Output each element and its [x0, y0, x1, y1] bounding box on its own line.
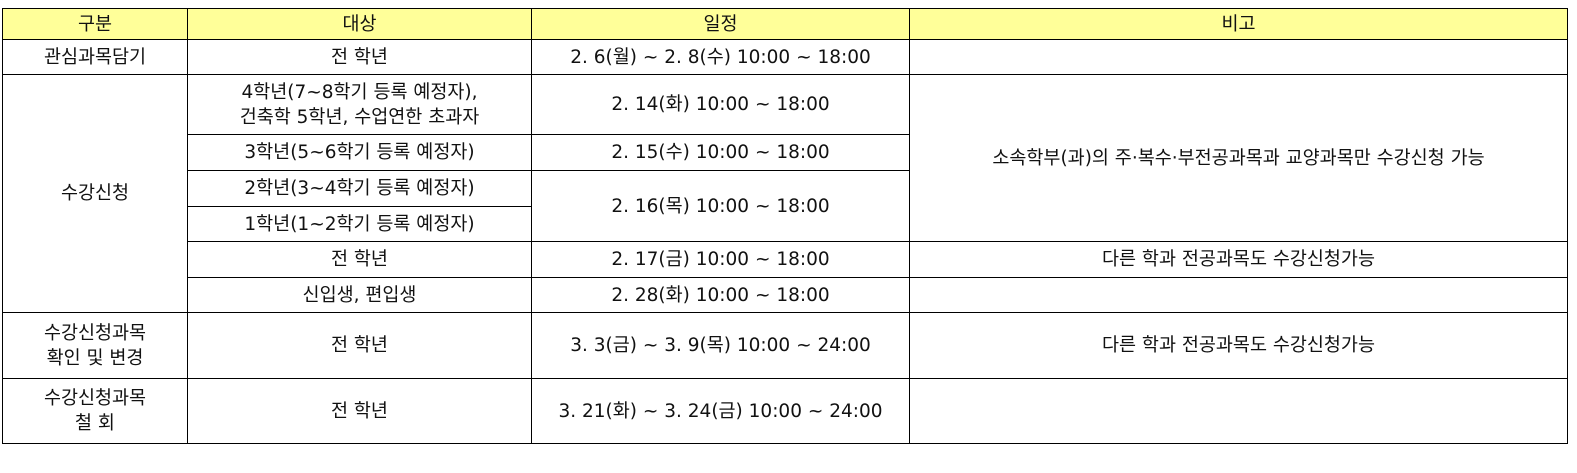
header-row: 구분 대상 일정 비고: [2, 8, 1568, 40]
note-cell: [909, 277, 1568, 313]
header-category: 구분: [2, 8, 188, 40]
table-row: 수강신청과목 철 회 전 학년 3. 21(화) ~ 3. 24(금) 10:0…: [2, 378, 1568, 444]
note-cell: 다른 학과 전공과목도 수강신청가능: [909, 312, 1568, 379]
header-target: 대상: [187, 8, 532, 40]
schedule-cell: 2. 16(목) 10:00 ~ 18:00: [531, 170, 910, 242]
target-cell: 전 학년: [187, 378, 532, 444]
target-cell: 2학년(3~4학기 등록 예정자): [187, 170, 532, 207]
target-line: 건축학 5학년, 수업연한 초과자: [239, 106, 480, 128]
schedule-cell: 2. 15(수) 10:00 ~ 18:00: [531, 134, 910, 171]
registration-schedule-table: 구분 대상 일정 비고 관심과목담기 전 학년 2. 6(월) ~ 2. 8(수…: [2, 8, 1568, 444]
category-line: 철 회: [75, 413, 115, 434]
table-row: 3학년(5~6학기 등록 예정자) 2. 15(수) 10:00 ~ 18:00: [3, 134, 1568, 171]
note-cell: 소속학부(과)의 주·복수·부전공과목과 교양과목만 수강신청 가능: [909, 74, 1568, 242]
note-cell: [909, 39, 1568, 75]
table-row: 관심과목담기 전 학년 2. 6(월) ~ 2. 8(수) 10:00 ~ 18…: [2, 39, 1568, 75]
category-cell: 수강신청과목 철 회: [2, 378, 188, 444]
category-line: 수강신청과목: [43, 388, 147, 409]
table-row: 수강신청 4학년(7~8학기 등록 예정자), 건축학 5학년, 수업연한 초과…: [2, 74, 1568, 313]
header-schedule: 일정: [531, 8, 910, 40]
table-row: 전 학년 2. 17(금) 10:00 ~ 18:00 다른 학과 전공과목도 …: [3, 241, 1568, 278]
note-cell: [909, 378, 1568, 444]
category-line: 수강신청과목: [43, 322, 147, 344]
target-cell: 전 학년: [187, 39, 532, 75]
category-cell: 관심과목담기: [2, 39, 188, 75]
category-line: 확인 및 변경: [46, 347, 144, 369]
category-cell: 수강신청과목 확인 및 변경: [2, 312, 188, 379]
target-line: 4학년(7~8학기 등록 예정자),: [241, 81, 478, 103]
note-cell: 다른 학과 전공과목도 수강신청가능: [909, 241, 1568, 278]
schedule-cell: 2. 28(화) 10:00 ~ 18:00: [531, 277, 910, 313]
schedule-cell: 3. 3(금) ~ 3. 9(목) 10:00 ~ 24:00: [531, 312, 910, 379]
table-row: 신입생, 편입생 2. 28(화) 10:00 ~ 18:00: [3, 277, 1568, 313]
target-cell: 3학년(5~6학기 등록 예정자): [187, 134, 532, 171]
schedule-cell: 2. 17(금) 10:00 ~ 18:00: [531, 241, 910, 278]
schedule-cell: 2. 14(화) 10:00 ~ 18:00: [531, 74, 910, 135]
category-cell: 수강신청: [2, 74, 188, 313]
target-cell: 전 학년: [187, 241, 532, 278]
header-note: 비고: [909, 8, 1568, 40]
schedule-cell: 2. 6(월) ~ 2. 8(수) 10:00 ~ 18:00: [531, 39, 910, 75]
table-row: 1학년(1~2학기 등록 예정자): [3, 206, 1568, 242]
table-row: 2학년(3~4학기 등록 예정자) 2. 16(목) 10:00 ~ 18:00: [3, 170, 1568, 242]
target-cell: 1학년(1~2학기 등록 예정자): [187, 206, 532, 242]
target-cell: 4학년(7~8학기 등록 예정자), 건축학 5학년, 수업연한 초과자: [187, 74, 532, 135]
target-cell: 전 학년: [187, 312, 532, 379]
schedule-cell: 3. 21(화) ~ 3. 24(금) 10:00 ~ 24:00: [531, 378, 910, 444]
target-cell: 신입생, 편입생: [187, 277, 532, 313]
table-row: 수강신청과목 확인 및 변경 전 학년 3. 3(금) ~ 3. 9(목) 10…: [2, 312, 1568, 379]
